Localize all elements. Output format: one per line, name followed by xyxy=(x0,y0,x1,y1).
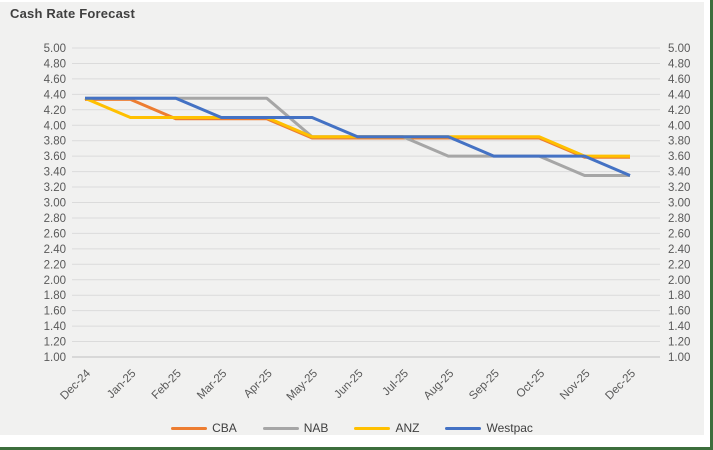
y-tick-label-right: 2.40 xyxy=(668,244,690,256)
y-tick-label-right: 4.80 xyxy=(668,58,690,70)
y-tick-label-left: 4.60 xyxy=(44,74,66,86)
window-border-right xyxy=(710,0,713,450)
series-line-cba xyxy=(85,97,630,159)
x-tick-label: Apr-25 xyxy=(242,368,275,401)
legend-label-cba: CBA xyxy=(212,421,237,435)
y-tick-label-left: 2.80 xyxy=(44,213,66,225)
legend-swatch-cba xyxy=(171,426,208,430)
y-tick-label-left: 3.20 xyxy=(44,182,66,194)
x-tick-label: May-25 xyxy=(285,368,321,404)
y-tick-label-right: 4.00 xyxy=(668,120,690,132)
x-tick-label: Jan-25 xyxy=(105,368,138,401)
y-tick-label-left: 2.00 xyxy=(44,275,66,287)
y-tick-label-left: 3.40 xyxy=(44,167,66,179)
x-tick-label: Jun-25 xyxy=(332,368,365,401)
legend-item-anz: ANZ xyxy=(354,421,419,435)
y-tick-label-right: 3.60 xyxy=(668,151,690,163)
y-tick-label-right: 1.60 xyxy=(668,306,690,318)
y-tick-label-right: 2.60 xyxy=(668,228,690,240)
legend-label-westpac: Westpac xyxy=(486,421,533,435)
y-tick-label-right: 1.00 xyxy=(668,352,690,364)
y-tick-label-right: 2.20 xyxy=(668,259,690,271)
y-tick-label-right: 3.00 xyxy=(668,198,690,210)
y-tick-label-left: 1.20 xyxy=(44,337,66,349)
x-tick-label: Mar-25 xyxy=(195,368,229,402)
y-tick-label-left: 4.80 xyxy=(44,58,66,70)
y-tick-label-right: 2.80 xyxy=(668,213,690,225)
y-tick-label-right: 1.40 xyxy=(668,321,690,333)
y-tick-label-left: 4.40 xyxy=(44,89,66,101)
y-tick-label-left: 2.60 xyxy=(44,228,66,240)
legend-item-cba: CBA xyxy=(171,421,237,435)
y-tick-label-left: 1.40 xyxy=(44,321,66,333)
y-tick-label-left: 1.80 xyxy=(44,290,66,302)
series-line-westpac xyxy=(85,96,631,177)
legend-label-anz: ANZ xyxy=(395,421,420,435)
x-tick-label: Aug-25 xyxy=(422,368,457,403)
y-tick-label-right: 4.60 xyxy=(668,74,690,86)
x-tick-label: Nov-25 xyxy=(558,368,593,403)
y-tick-label-left: 1.00 xyxy=(44,352,66,364)
series-line-anz xyxy=(84,96,630,158)
y-tick-label-right: 1.80 xyxy=(668,290,690,302)
legend-swatch-anz xyxy=(354,426,391,430)
y-tick-label-left: 2.20 xyxy=(44,259,66,271)
y-tick-label-right: 1.20 xyxy=(668,337,690,349)
y-tick-label-right: 4.20 xyxy=(668,105,690,117)
y-tick-label-right: 4.40 xyxy=(668,89,690,101)
x-tick-label: Dec-24 xyxy=(58,367,93,402)
legend-item-nab: NAB xyxy=(262,421,329,435)
x-tick-label: Oct-25 xyxy=(514,368,547,401)
y-tick-label-right: 3.80 xyxy=(668,136,690,148)
y-tick-label-left: 4.00 xyxy=(44,120,66,132)
series-lines xyxy=(84,96,631,177)
x-tick-label: Jul-25 xyxy=(380,368,411,399)
y-tick-label-left: 1.60 xyxy=(44,306,66,318)
y-tick-label-left: 2.40 xyxy=(44,244,66,256)
y-tick-label-right: 5.00 xyxy=(668,43,690,55)
y-tick-label-left: 4.20 xyxy=(44,105,66,117)
y-tick-label-right: 2.00 xyxy=(668,275,690,287)
y-tick-label-right: 3.40 xyxy=(668,167,690,179)
x-tick-label: Feb-25 xyxy=(150,368,184,402)
y-tick-label-left: 5.00 xyxy=(44,43,66,55)
x-axis-labels: Dec-24 Jan-25 Feb-25 Mar-25 Apr-25 May-25 Jun-… xyxy=(58,367,638,403)
chart-legend: CBA NAB ANZ Westpac xyxy=(0,421,704,435)
chart-title: Cash Rate Forecast xyxy=(10,6,135,21)
y-tick-label-left: 3.00 xyxy=(44,198,66,210)
legend-swatch-nab xyxy=(262,426,299,430)
x-tick-label: Sep-25 xyxy=(467,368,502,403)
gridlines xyxy=(72,47,660,358)
y-axis-labels-left: 5.00 4.80 4.60 4.40 4.20 4.00 3.80 3.60 3.40 3.20… xyxy=(44,43,66,364)
legend-swatch-westpac xyxy=(445,426,482,430)
y-tick-label-left: 3.80 xyxy=(44,136,66,148)
legend-item-westpac: Westpac xyxy=(445,421,533,435)
y-tick-label-right: 3.20 xyxy=(668,182,690,194)
x-tick-label: Dec-25 xyxy=(603,368,638,403)
window-border-bottom xyxy=(0,447,713,450)
y-tick-label-left: 3.60 xyxy=(44,151,66,163)
y-axis-labels-right: 5.00 4.80 4.60 4.40 4.20 4.00 3.80 3.60 3.40 3.20… xyxy=(668,43,690,364)
chart-panel xyxy=(0,2,704,435)
legend-label-nab: NAB xyxy=(303,421,329,435)
